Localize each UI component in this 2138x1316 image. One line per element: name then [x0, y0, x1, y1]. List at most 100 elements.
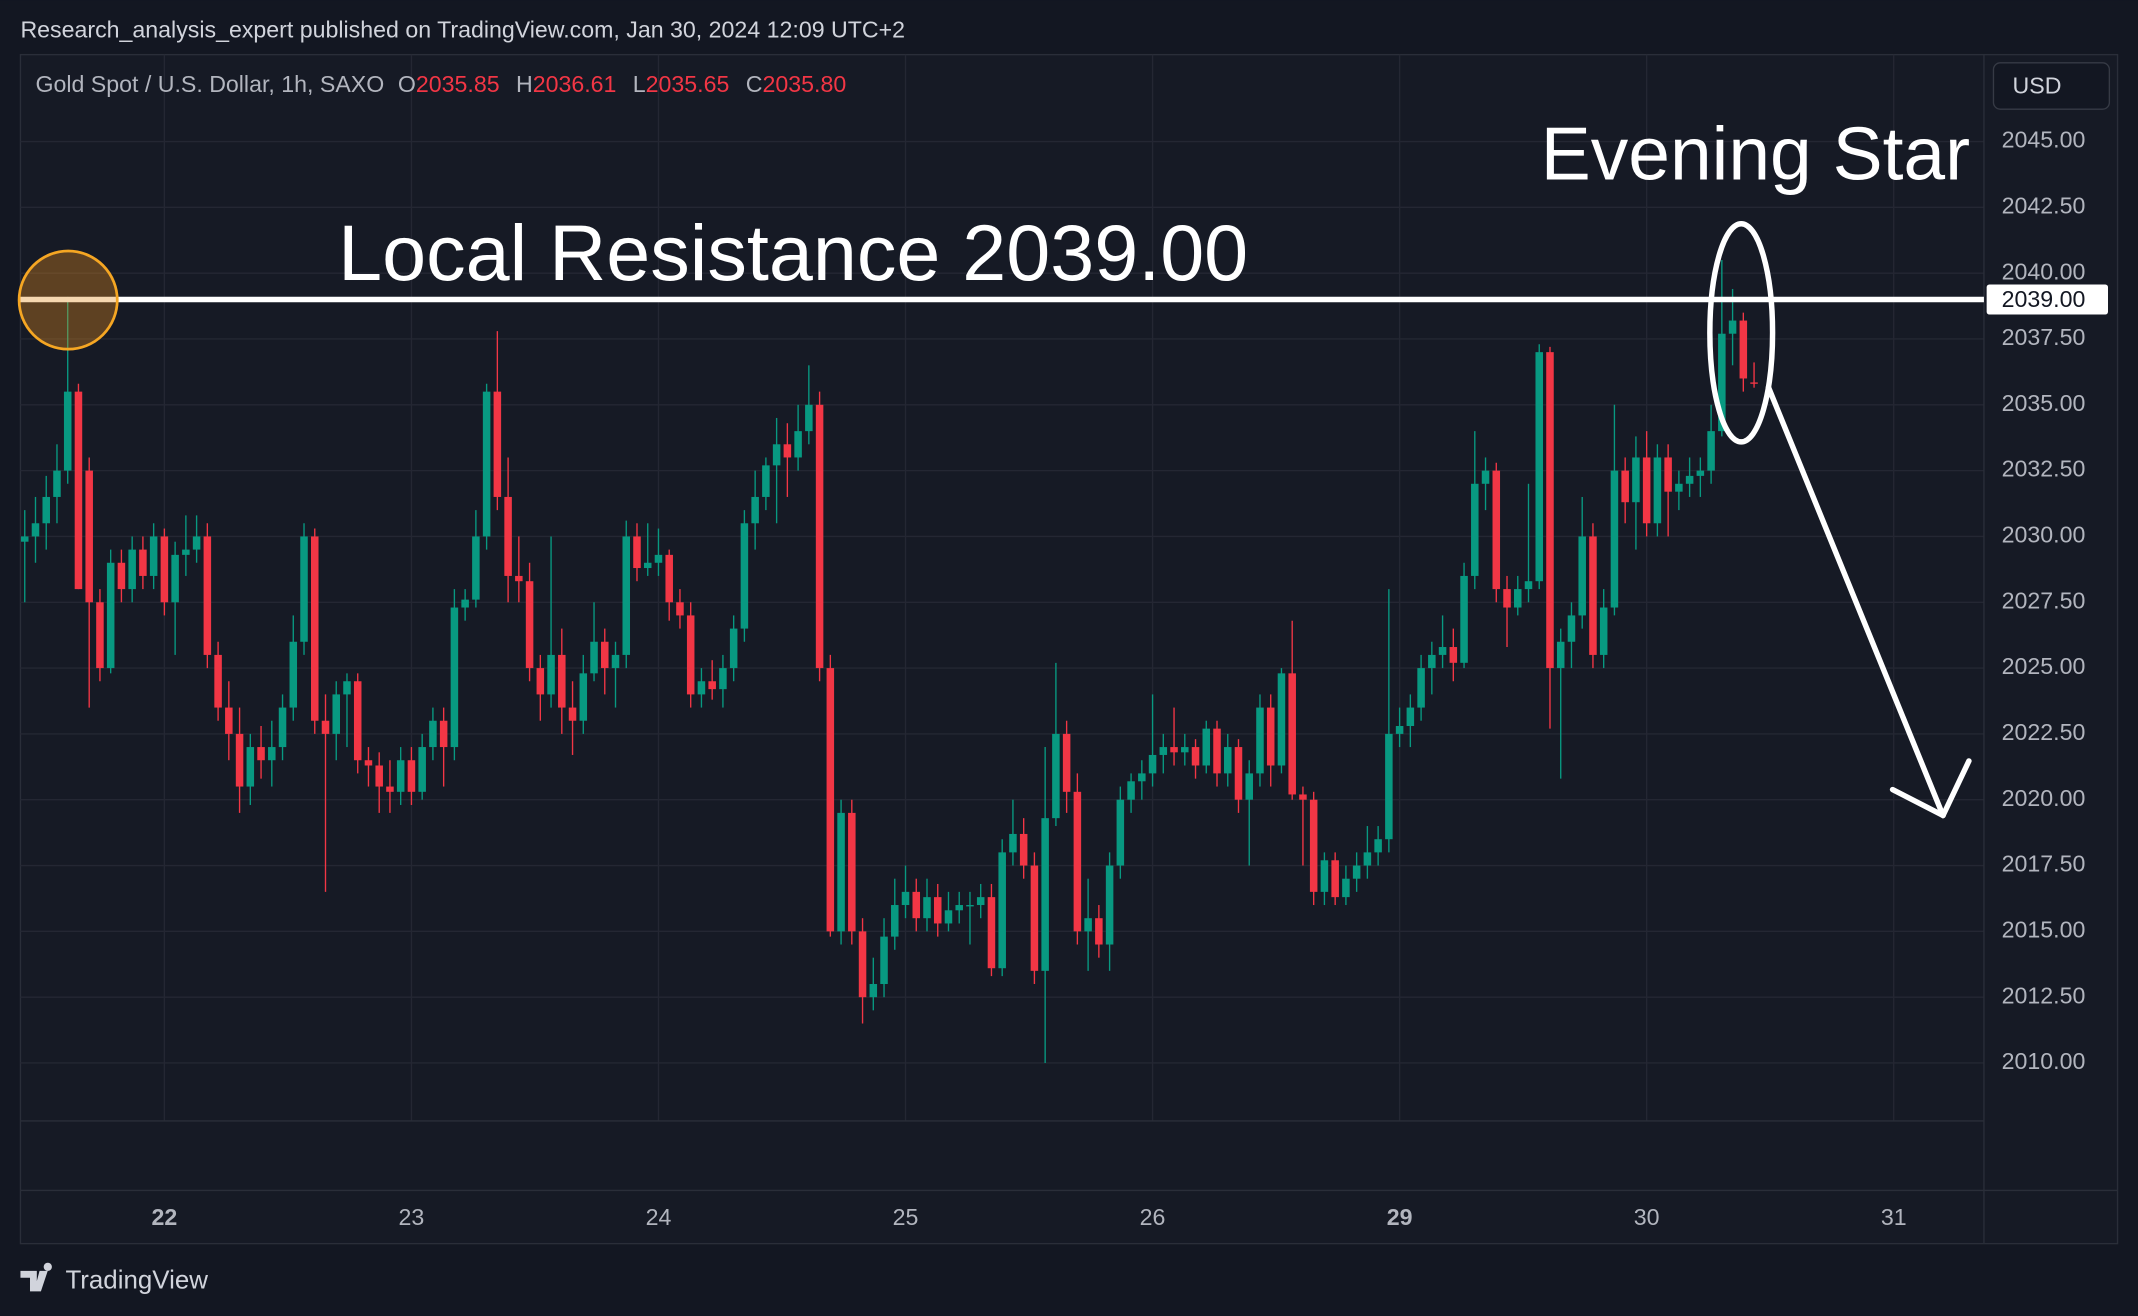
- candle-body: [74, 391, 83, 590]
- candle-body: [1438, 647, 1447, 655]
- x-tick-label: 24: [646, 1204, 672, 1230]
- x-tick-label: 31: [1881, 1204, 1907, 1230]
- candle-body: [1599, 607, 1608, 655]
- candle-body: [310, 536, 319, 721]
- candle-body: [353, 681, 362, 761]
- axes: 2010.00 2012.50 2015.00 2017.50 2020.00 2022.…: [152, 127, 2086, 1231]
- candle-body: [1309, 799, 1318, 892]
- candle-body: [1449, 647, 1458, 663]
- x-tick-label: 26: [1140, 1204, 1166, 1230]
- candle-body: [622, 536, 631, 655]
- candle-body: [450, 607, 459, 748]
- candle-body: [880, 936, 888, 985]
- candle-body: [332, 694, 340, 734]
- candle-body: [1138, 773, 1146, 782]
- candle-body: [278, 707, 287, 748]
- candles: [20, 259, 1758, 1063]
- candle-body: [794, 431, 802, 458]
- candle-body: [558, 654, 566, 708]
- symbol-legend: Gold Spot / U.S. Dollar, 1h, SAXO O2035.8…: [35, 71, 846, 97]
- candle-body: [42, 496, 50, 524]
- candle-body: [1460, 575, 1468, 663]
- candle-body: [1256, 707, 1264, 774]
- candle-body: [1642, 457, 1651, 524]
- candle-body: [1385, 733, 1393, 840]
- candle-body: [536, 668, 545, 695]
- candle-body: [1664, 457, 1672, 492]
- candle-body: [235, 733, 244, 787]
- candle-body: [1342, 878, 1350, 898]
- candle-body: [923, 897, 931, 919]
- y-tick-label: 2015.00: [2002, 916, 2086, 942]
- candle-body: [751, 496, 759, 524]
- candle-body: [1223, 747, 1232, 774]
- candle-body: [912, 891, 921, 919]
- candle-body: [601, 641, 609, 669]
- y-tick-label: 2032.50: [2002, 456, 2086, 482]
- candle-body: [858, 931, 867, 998]
- candle-body: [214, 654, 222, 708]
- candle-body: [1213, 728, 1221, 774]
- candle-body: [1728, 320, 1737, 334]
- y-tick-label: 2017.50: [2002, 851, 2086, 877]
- candle-body: [117, 562, 126, 590]
- y-tick-label: 2012.50: [2002, 982, 2086, 1008]
- brand-name: TradingView: [65, 1267, 208, 1295]
- candle-body: [590, 641, 598, 674]
- arrow-head: [1940, 758, 1972, 819]
- candle-body: [579, 673, 588, 721]
- candle-body: [955, 905, 963, 911]
- candle-body: [933, 897, 942, 924]
- y-tick-label: 2020.00: [2002, 785, 2086, 811]
- candle-body: [268, 747, 276, 761]
- candle-body: [1556, 641, 1565, 669]
- candle-body: [1750, 382, 1758, 384]
- candle-body: [643, 562, 652, 569]
- candle-body: [1535, 352, 1544, 582]
- candle-body: [1105, 865, 1114, 945]
- candle-body: [697, 681, 706, 695]
- y-tick-label: 2042.50: [2002, 192, 2086, 218]
- candle-body: [439, 720, 448, 748]
- candle-body: [472, 536, 480, 600]
- pattern-ellipse: [1707, 220, 1776, 445]
- candle-body: [321, 720, 330, 734]
- candle-body: [1395, 725, 1404, 734]
- candle-body: [719, 668, 727, 690]
- candle-body: [515, 575, 523, 582]
- y-tick-label: 2030.00: [2002, 522, 2086, 548]
- candle-body: [665, 554, 673, 603]
- candle-body: [976, 897, 985, 906]
- candle-body: [740, 523, 749, 629]
- candle-body: [1653, 457, 1662, 524]
- candle-body: [1202, 728, 1211, 766]
- x-tick-label: 29: [1387, 1204, 1413, 1230]
- candle-body: [1610, 470, 1619, 608]
- candle-body: [762, 465, 770, 497]
- candle-body: [171, 554, 179, 603]
- candle-body: [987, 897, 996, 969]
- y-tick-label: 2022.50: [2002, 719, 2086, 745]
- candle-body: [493, 391, 502, 497]
- candle-body: [783, 444, 792, 458]
- candle-body: [848, 812, 856, 932]
- currency-box[interactable]: [1992, 62, 2111, 110]
- candle-body: [729, 628, 738, 669]
- chart-pane: [19, 53, 2119, 1245]
- candle-body: [1288, 673, 1296, 795]
- candle-body: [1514, 589, 1522, 608]
- candle-body: [182, 549, 190, 555]
- candle-body: [1739, 320, 1748, 379]
- candle-body: [1299, 794, 1307, 800]
- candle-body: [1546, 352, 1554, 669]
- candle-body: [1191, 747, 1200, 766]
- candle-body: [1718, 333, 1726, 432]
- candle-body: [429, 720, 437, 748]
- candle-body: [1073, 791, 1082, 932]
- legend-text: H: [516, 71, 533, 97]
- x-tick-label: 30: [1634, 1204, 1660, 1230]
- down-arrow: [1765, 384, 1972, 819]
- candle-body: [1277, 673, 1286, 766]
- candle-body: [525, 581, 534, 669]
- candle-body: [386, 786, 394, 792]
